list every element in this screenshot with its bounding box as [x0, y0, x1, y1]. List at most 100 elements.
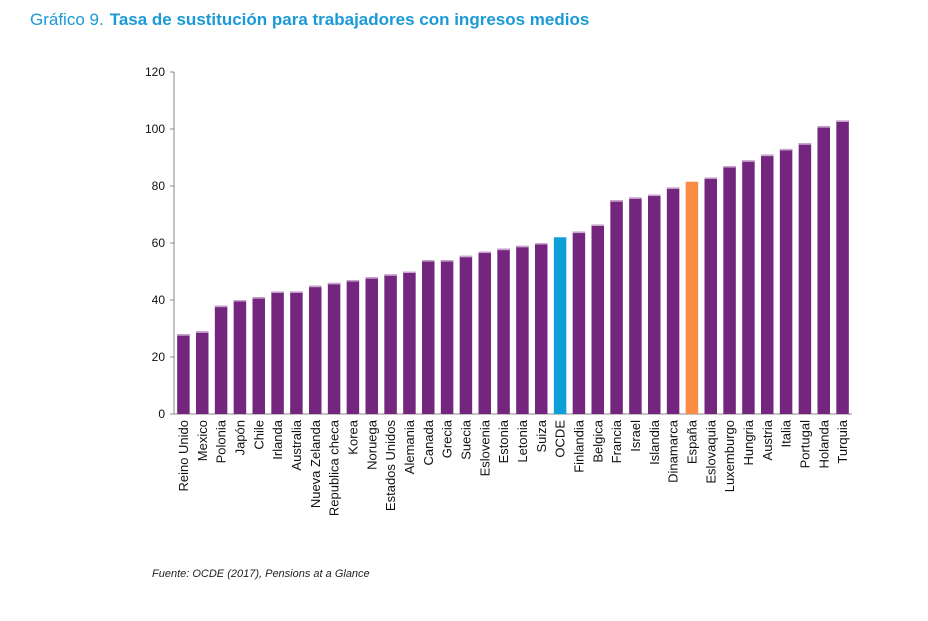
y-tick-label: 20: [152, 350, 166, 364]
bar-highlight: [516, 245, 529, 248]
bar-highlight: [704, 177, 717, 179]
bar-highlight: [365, 277, 378, 279]
bar-highlight: [327, 282, 341, 285]
bar-japón: [233, 300, 247, 414]
bar-highlight: [798, 143, 812, 145]
bar-dinamarca: [666, 187, 680, 414]
bar-korea: [346, 280, 360, 414]
bar-highlight: [497, 248, 510, 251]
x-tick-label: Israel: [628, 420, 643, 452]
bar-highlight: [196, 331, 209, 333]
bar-highlight: [610, 200, 623, 202]
bar-highlight: [177, 334, 190, 336]
x-tick-label: Eslovenia: [477, 419, 492, 476]
bar-highlight: [384, 274, 397, 276]
bar-belgica: [591, 224, 604, 414]
x-tick-label: Austria: [760, 419, 775, 460]
bar-turquia: [836, 120, 849, 414]
x-tick-label: Estonia: [496, 419, 511, 463]
bar-israel: [629, 197, 642, 414]
bar-highlight: [309, 285, 322, 288]
x-tick-label: Suiza: [534, 419, 549, 452]
bar-highlight: [346, 280, 360, 282]
x-tick-label: Eslovaquia: [703, 419, 718, 483]
bar-luxemburgo: [723, 166, 736, 414]
bar-highlight: [459, 255, 473, 258]
title-main: Tasa de sustitución para trabajadores co…: [109, 10, 590, 29]
bar-mexico: [196, 331, 209, 414]
x-tick-label: Finlandia: [571, 419, 586, 473]
bar-highlight: [233, 300, 247, 302]
bar-republica-checa: [327, 282, 341, 414]
bar-italia: [779, 148, 793, 414]
x-tick-label: Belgica: [590, 419, 605, 462]
bar-highlight: [648, 194, 661, 197]
x-tick-label: Alemania: [402, 419, 417, 474]
bar-highlight: [836, 120, 849, 122]
bar-highlight: [629, 197, 642, 199]
bar-suecia: [459, 255, 473, 414]
y-tick-label: 100: [145, 122, 165, 136]
bar-highlight: [214, 305, 228, 308]
x-tick-label: Canada: [421, 419, 436, 465]
bar-highlight: [252, 297, 265, 299]
bar-highlight: [817, 126, 830, 128]
x-tick-label: Suecia: [458, 419, 473, 460]
bar-highlight: [535, 243, 548, 245]
bar-españa: [685, 181, 699, 414]
x-tick-label: Nueva Zelanda: [308, 419, 323, 508]
bar-ocde: [553, 237, 567, 414]
bar-highlight: [403, 271, 416, 273]
bar-chile: [252, 297, 265, 414]
x-tick-label: Grecia: [440, 419, 455, 458]
title-prefix: Gráfico 9.: [30, 10, 104, 29]
x-tick-label: Japón: [232, 420, 247, 455]
bar-eslovenia: [478, 251, 491, 414]
x-tick-label: Noruega: [364, 419, 379, 470]
x-tick-label: Dinamarca: [666, 419, 681, 483]
bar-highlight: [723, 166, 736, 168]
bar-letonia: [516, 245, 529, 414]
x-tick-label: Mexico: [195, 420, 210, 461]
x-tick-label: Italia: [779, 419, 794, 447]
bar-canada: [422, 260, 435, 414]
x-tick-label: Korea: [345, 419, 360, 454]
x-tick-label: Luxemburgo: [722, 420, 737, 492]
x-tick-label: Hungria: [741, 419, 756, 465]
chart-title: Gráfico 9. Tasa de sustitución para traba…: [30, 10, 589, 30]
y-tick-label: 40: [152, 293, 166, 307]
bar-highlight: [572, 231, 586, 234]
bar-hungria: [742, 160, 755, 414]
bar-highlight: [422, 260, 435, 262]
bar-irlanda: [271, 291, 284, 414]
x-tick-label: Irlanda: [270, 419, 285, 460]
bar-francia: [610, 200, 623, 414]
bar-nueva-zelanda: [309, 285, 322, 414]
x-tick-label: Reino Unido: [176, 420, 191, 492]
x-tick-label: Australia: [289, 419, 304, 470]
bar-highlight: [440, 260, 454, 262]
x-tick-label: Estados Unidos: [383, 420, 398, 512]
bar-highlight: [478, 251, 491, 254]
x-tick-label: Francia: [609, 419, 624, 463]
x-tick-label: Chile: [251, 420, 266, 450]
bar-alemania: [403, 271, 416, 414]
bar-holanda: [817, 126, 830, 415]
bar-highlight: [761, 154, 774, 157]
bar-highlight: [271, 291, 284, 293]
bar-highlight: [666, 187, 680, 189]
bar-polonia: [214, 305, 228, 414]
bar-estados-unidos: [384, 274, 397, 414]
x-tick-label: Turquia: [835, 419, 850, 463]
x-tick-label: Republica checa: [327, 419, 342, 516]
bar-noruega: [365, 277, 378, 414]
bar-reino-unido: [177, 334, 190, 414]
bar-suiza: [535, 243, 548, 414]
y-tick-label: 120: [145, 65, 165, 79]
y-tick-label: 60: [152, 236, 166, 250]
bar-austria: [761, 154, 774, 414]
bar-finlandia: [572, 231, 586, 414]
bar-islandia: [648, 194, 661, 414]
bar-australia: [290, 291, 303, 414]
